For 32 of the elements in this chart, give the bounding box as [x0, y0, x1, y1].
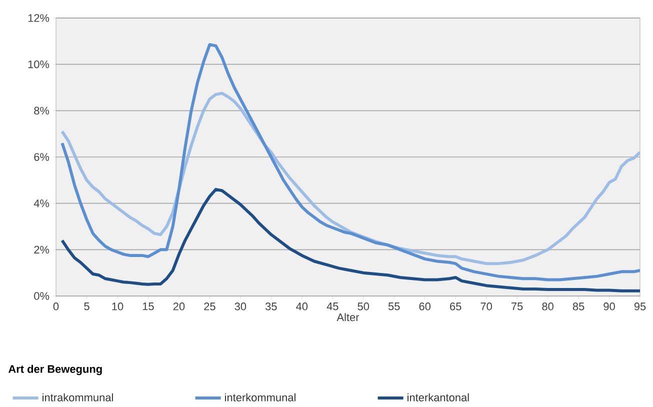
legend-label: interkantonal [408, 393, 469, 402]
x-tick-label: 90 [604, 302, 615, 310]
x-tick-label: 85 [572, 302, 584, 310]
y-tick-label: 10% [28, 60, 50, 68]
x-tick-label: 70 [480, 302, 492, 310]
x-tick-label: 15 [142, 302, 154, 310]
y-tick-label: 12% [28, 14, 50, 22]
x-tick-label: 80 [542, 302, 554, 310]
x-tick-label: 35 [265, 302, 277, 310]
y-tick-label: 0% [34, 292, 50, 300]
x-tick-label: 65 [450, 302, 462, 310]
x-tick-label: 75 [512, 302, 523, 310]
x-axis-title: Alter [336, 313, 360, 322]
y-tick-label: 8% [34, 106, 50, 115]
x-tick-label: 60 [419, 302, 430, 310]
x-tick-label: 50 [358, 302, 370, 310]
x-tick-label: 45 [326, 302, 338, 310]
legend-label: intrakommunal [42, 393, 113, 402]
legend-title: Art der Bewegung [8, 364, 102, 376]
x-tick-label: 25 [204, 302, 216, 310]
x-tick-label: 0 [53, 302, 59, 310]
x-tick-label: 30 [234, 302, 246, 310]
x-tick-label: 55 [388, 302, 400, 310]
x-tick-label: 95 [634, 302, 646, 310]
legend-label: interkommunal [225, 393, 296, 402]
x-tick-label: 10 [112, 302, 124, 310]
y-tick-label: 2% [34, 246, 50, 254]
x-tick-label: 5 [84, 302, 90, 310]
y-tick-label: 4% [34, 200, 50, 208]
x-tick-label: 40 [296, 302, 308, 310]
x-tick-label: 20 [173, 302, 185, 310]
y-tick-label: 6% [34, 153, 50, 161]
